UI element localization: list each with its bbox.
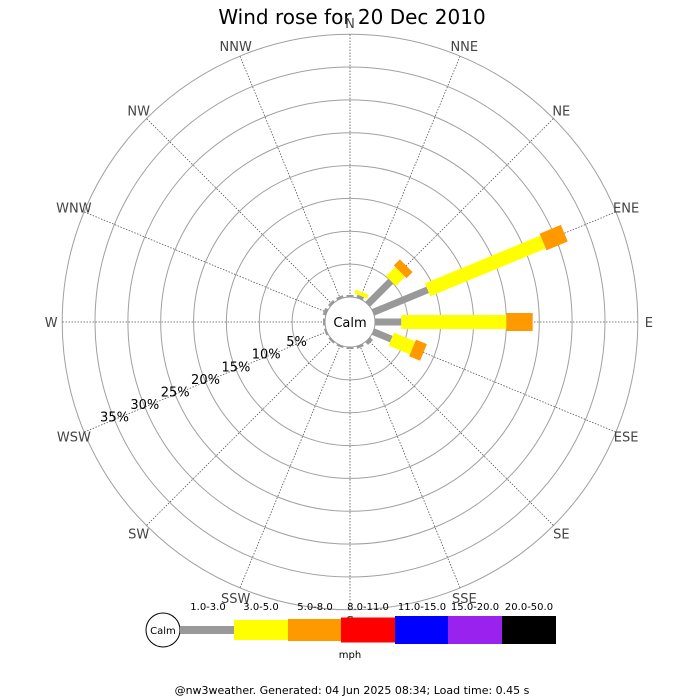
bar-wnw-1.0-3.0 bbox=[322, 307, 329, 316]
direction-label-nne: NNE bbox=[450, 40, 478, 55]
direction-label-wsw: WSW bbox=[57, 430, 91, 445]
bar-ene-5.0-8.0 bbox=[539, 224, 568, 251]
spoke-wnw bbox=[83, 211, 328, 313]
ring-label-30: 30% bbox=[130, 398, 159, 413]
ring-label-5: 5% bbox=[286, 335, 307, 350]
spoke-nnw bbox=[239, 55, 341, 300]
ring-label-10: 10% bbox=[252, 348, 281, 363]
bar-nne-3.0-5.0 bbox=[354, 289, 369, 299]
bar-ene-1.0-3.0 bbox=[371, 286, 430, 316]
legend-swatch-15.0-20.0 bbox=[448, 616, 502, 644]
direction-label-nw: NW bbox=[127, 105, 150, 120]
bar-ese-5.0-8.0 bbox=[409, 339, 427, 361]
legend-label-8.0-11.0: 8.0-11.0 bbox=[347, 602, 389, 613]
ring-label-15: 15% bbox=[221, 360, 250, 375]
legend-swatch-20.0-50.0 bbox=[502, 616, 556, 644]
legend-swatch-3.0-5.0 bbox=[234, 620, 288, 640]
direction-label-se: SE bbox=[553, 527, 569, 542]
legend-calm-label: Calm bbox=[150, 626, 176, 637]
wind-bars bbox=[322, 224, 568, 361]
legend-swatch-1.0-3.0 bbox=[180, 626, 234, 634]
grid-ring-35 bbox=[94, 66, 606, 578]
legend-label-5.0-8.0: 5.0-8.0 bbox=[297, 602, 332, 613]
ring-label-25: 25% bbox=[161, 385, 190, 400]
legend-unit-label: mph bbox=[339, 650, 361, 661]
direction-label-ne: NE bbox=[552, 105, 570, 120]
polar-grid: NNNENEENEEESESESSESSSWSWWSWWWNWNWNNW bbox=[45, 17, 653, 630]
direction-label-ese: ESE bbox=[614, 430, 639, 445]
legend: Calm 1.0-3.0 3.0-5.0 5.0-8.0 8.0-11.0 11.0-15… bbox=[145, 602, 556, 661]
grid-ring-25 bbox=[160, 132, 540, 512]
legend-label-11.0-15.0: 11.0-15.0 bbox=[398, 602, 446, 613]
grid-ring-40 bbox=[61, 33, 639, 611]
bar-ese-1.0-3.0 bbox=[371, 328, 393, 343]
ring-labels: 5% 10%15%20%25%30%35% bbox=[100, 335, 307, 426]
direction-label-nnw: NNW bbox=[220, 40, 252, 55]
direction-label-ene: ENE bbox=[613, 202, 639, 217]
direction-label-sw: SW bbox=[128, 527, 149, 542]
bar-ne-1.0-3.0 bbox=[365, 278, 394, 307]
calm-label: Calm bbox=[333, 316, 366, 331]
footer-text: @nw3weather. Generated: 04 Jun 2025 08:3… bbox=[175, 684, 530, 697]
bar-nne-1.0-3.0 bbox=[356, 294, 365, 301]
ring-label-35: 35% bbox=[100, 411, 129, 426]
bar-se-1.0-3.0 bbox=[365, 337, 373, 345]
bar-ene-3.0-5.0 bbox=[425, 235, 546, 297]
bar-ne-3.0-5.0 bbox=[385, 266, 406, 287]
direction-label-e: E bbox=[645, 316, 653, 331]
legend-swatch-8.0-11.0 bbox=[341, 617, 395, 643]
legend-label-15.0-20.0: 15.0-20.0 bbox=[451, 602, 499, 613]
spoke-nne bbox=[359, 55, 461, 300]
calm-circle: Calm bbox=[324, 296, 376, 348]
legend-swatch-11.0-15.0 bbox=[395, 616, 449, 644]
direction-label-n: N bbox=[345, 17, 355, 32]
legend-label-3.0-5.0: 3.0-5.0 bbox=[243, 602, 278, 613]
direction-label-ssw: SSW bbox=[221, 592, 251, 607]
grid-ring-30 bbox=[127, 99, 573, 545]
bar-ne-5.0-8.0 bbox=[393, 259, 413, 279]
ring-label-20: 20% bbox=[191, 373, 220, 388]
chart-title: Wind rose for 20 Dec 2010 bbox=[218, 5, 485, 29]
direction-label-w: W bbox=[45, 316, 58, 331]
legend-label-1.0-3.0: 1.0-3.0 bbox=[190, 602, 225, 613]
bar-ese-3.0-5.0 bbox=[388, 332, 416, 355]
legend-label-20.0-50.0: 20.0-50.0 bbox=[505, 602, 553, 613]
legend-swatch-5.0-8.0 bbox=[288, 619, 342, 641]
direction-label-wnw: WNW bbox=[56, 202, 92, 217]
direction-label-sse: SSE bbox=[452, 592, 477, 607]
